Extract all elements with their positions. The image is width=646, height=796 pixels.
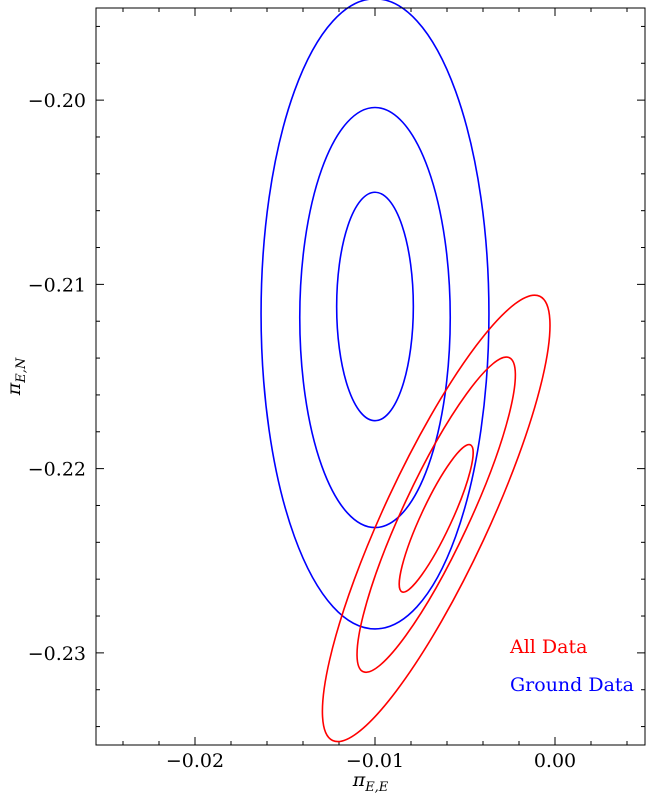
y-tick-label: −0.21 xyxy=(28,274,86,296)
contour-line xyxy=(356,356,517,674)
x-tick-label: −0.01 xyxy=(346,750,404,772)
contour-line xyxy=(298,106,452,529)
tick-labels: −0.02 −0.01 0.00 −0.20 −0.21 −0.22 −0.23 xyxy=(28,90,576,772)
contour-line xyxy=(321,294,551,743)
y-axis-label-subscript: E,N xyxy=(14,357,29,384)
legend: All Data Ground Data xyxy=(509,636,634,696)
legend-entry: Ground Data xyxy=(510,674,634,696)
x-axis-label: πE,E xyxy=(352,769,389,795)
y-tick-label: −0.20 xyxy=(28,90,86,112)
y-axis-label-main: π xyxy=(3,382,25,396)
legend-entry: All Data xyxy=(509,636,587,658)
x-axis-label-main: π xyxy=(352,769,366,791)
contour-line xyxy=(398,443,474,593)
axis-ticks xyxy=(96,8,645,745)
x-axis-label-subscript: E,E xyxy=(364,780,389,795)
plot-frame xyxy=(95,7,646,746)
x-tick-label: −0.02 xyxy=(166,750,224,772)
contour-lines xyxy=(260,0,551,743)
y-tick-label: −0.23 xyxy=(28,643,86,665)
contour-line xyxy=(335,191,415,422)
series-ground-data xyxy=(260,0,490,630)
y-axis-label: πE,N xyxy=(3,357,29,396)
series-all-data xyxy=(321,294,551,743)
x-tick-label: 0.00 xyxy=(534,750,576,772)
contour-line xyxy=(260,0,490,630)
y-tick-label: −0.22 xyxy=(28,459,86,481)
